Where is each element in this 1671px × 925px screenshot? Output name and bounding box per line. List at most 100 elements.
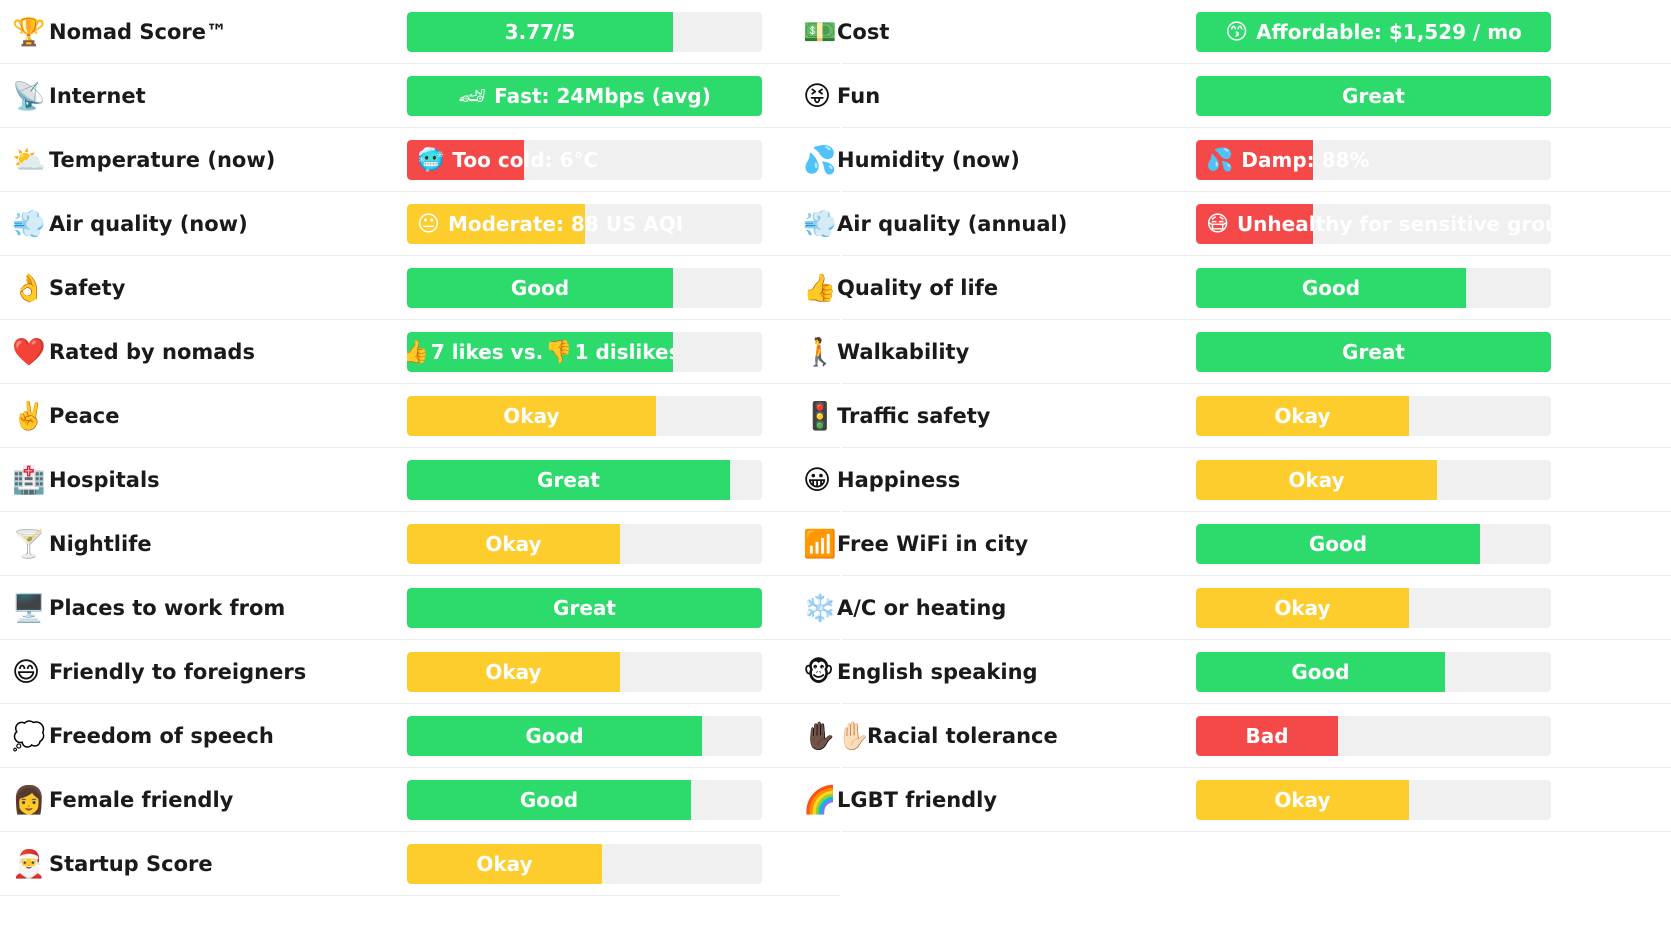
value-text: Good (510, 276, 570, 300)
score-bar[interactable]: Good (407, 716, 762, 756)
score-bar[interactable]: Good (1196, 524, 1551, 564)
value-text: Okay (1288, 468, 1345, 492)
score-bar[interactable]: Okay (407, 652, 762, 692)
score-row-startup-score[interactable]: 🎅 Startup Score Okay (0, 832, 840, 896)
value-emoji-icon: 😐 (417, 211, 440, 237)
score-row-racial-tolerance[interactable]: ✋🏿✋🏻 Racial tolerance Bad (803, 704, 1671, 768)
score-bar[interactable]: Okay (407, 844, 762, 884)
score-bar-fill (407, 524, 620, 564)
score-bar[interactable]: Good (1196, 652, 1551, 692)
score-row-freedom-of-speech[interactable]: 💭 Freedom of speech Good (0, 704, 840, 768)
score-row-happiness[interactable]: 😀 Happiness Okay (803, 448, 1671, 512)
score-bar-value: Okay (1196, 588, 1409, 628)
score-bar-value: Okay (1196, 780, 1409, 820)
score-row-traffic-safety[interactable]: 🚦 Traffic safety Okay (803, 384, 1671, 448)
row-label: A/C or heating (837, 596, 1007, 620)
person-walking-icon: 🚶 (803, 336, 837, 368)
score-bar[interactable]: Okay (1196, 460, 1551, 500)
value-text: Moderate: 88 US AQI (447, 212, 684, 236)
score-bar-value: 😐 Moderate: 88 US AQI (407, 204, 762, 244)
score-row-internet[interactable]: 📡 Internet 🏎 Fast: 24Mbps (avg) (0, 64, 840, 128)
score-row-temperature-now[interactable]: ⛅ Temperature (now) 🥶 Too cold: 6°C (0, 128, 840, 192)
value-text: Good (525, 724, 584, 748)
score-bar-value: Okay (407, 652, 620, 692)
score-row-fun[interactable]: 😝 Fun Great (803, 64, 1671, 128)
score-bar-value: Okay (407, 524, 620, 564)
score-bar[interactable]: 3.77/5 (407, 12, 762, 52)
value-text: Okay (485, 532, 542, 556)
value-text: Great (537, 468, 600, 492)
value-emoji-icon: 🏎 (458, 83, 487, 109)
score-row-nightlife[interactable]: 🍸 Nightlife Okay (0, 512, 840, 576)
score-row-air-quality-now[interactable]: 💨 Air quality (now) 😐 Moderate: 88 US AQI (0, 192, 840, 256)
score-row-female-friendly[interactable]: 👩 Female friendly Good (0, 768, 840, 832)
score-bar[interactable]: Okay (1196, 588, 1551, 628)
score-row-free-wifi-in-city[interactable]: 📶 Free WiFi in city Good (803, 512, 1671, 576)
value-text: Good (519, 788, 579, 812)
score-bar[interactable]: 🏎 Fast: 24Mbps (avg) (407, 76, 762, 116)
dollar-banknote-icon: 💵 (803, 16, 837, 48)
score-bar[interactable]: 🥶 Too cold: 6°C (407, 140, 762, 180)
value-text: Okay (1274, 596, 1331, 620)
score-bar-value: Great (1196, 76, 1551, 116)
score-bar-value: 😙 Affordable: $1,529 / mo (1196, 12, 1551, 52)
score-row-air-quality-annual[interactable]: 💨 Air quality (annual) 😷 Unhealthy for sens… (803, 192, 1671, 256)
thumbs-down-icon: 👎 (545, 339, 573, 365)
score-bar[interactable]: 😐 Moderate: 88 US AQI (407, 204, 762, 244)
score-row-places-to-work-from[interactable]: 🖥️ Places to work from Great (0, 576, 840, 640)
score-row-lgbt-friendly[interactable]: 🌈 LGBT friendly Okay (803, 768, 1671, 832)
row-label: Places to work from (49, 596, 286, 620)
value-text: Too cold: 6°C (452, 148, 599, 172)
score-bar[interactable]: Great (1196, 332, 1551, 372)
score-row-peace[interactable]: ✌️ Peace Okay (0, 384, 840, 448)
score-row-english-speaking[interactable]: 🐵 English speaking Good (803, 640, 1671, 704)
score-row-quality-of-life[interactable]: 👍 Quality of life Good (803, 256, 1671, 320)
score-bar[interactable]: Bad (1196, 716, 1551, 756)
score-bar[interactable]: 💦 Damp: 88% (1196, 140, 1551, 180)
score-bar[interactable]: 😙 Affordable: $1,529 / mo (1196, 12, 1551, 52)
score-bar[interactable]: Great (407, 460, 762, 500)
row-label: Peace (49, 404, 120, 428)
speech-bubble-icon: 💭 (12, 720, 46, 752)
score-row-nomad-score[interactable]: 🏆 Nomad Score™ 3.77/5 (0, 0, 840, 64)
trophy-icon: 🏆 (12, 16, 46, 48)
value-text: Okay (503, 404, 560, 428)
score-bar-fill (1196, 716, 1338, 756)
score-row-walkability[interactable]: 🚶 Walkability Great (803, 320, 1671, 384)
score-bar[interactable]: 😷 Unhealthy for sensitive groups (1196, 204, 1551, 244)
score-row-safety[interactable]: 👌 Safety Good (0, 256, 840, 320)
thumbs-up-icon: 👍 (803, 272, 837, 304)
value-text: Great (553, 596, 616, 620)
score-bar[interactable]: Okay (1196, 780, 1551, 820)
score-row-friendly-to-foreigners[interactable]: 😄 Friendly to foreigners Okay (0, 640, 840, 704)
score-bar[interactable]: Good (1196, 268, 1551, 308)
score-row-humidity-now[interactable]: 💦 Humidity (now) 💦 Damp: 88% (803, 128, 1671, 192)
score-bar-fill (1196, 524, 1480, 564)
score-bar-fill (407, 716, 702, 756)
score-bar[interactable]: Okay (1196, 396, 1551, 436)
score-bar-fill (407, 396, 656, 436)
score-bar-value: Good (407, 716, 702, 756)
score-bar-value: Great (407, 588, 762, 628)
row-label: Air quality (now) (49, 212, 248, 236)
score-bar[interactable]: Okay (407, 524, 762, 564)
score-bar[interactable]: Okay (407, 396, 762, 436)
ok-hand-icon: 👌 (12, 272, 46, 304)
row-label: Startup Score (49, 852, 213, 876)
row-label: Happiness (837, 468, 961, 492)
score-bar[interactable]: Good (407, 780, 762, 820)
score-bar[interactable]: 👍 7 likes vs. 👎 1 dislikes (407, 332, 762, 372)
score-bar[interactable]: Good (407, 268, 762, 308)
score-bar[interactable]: Great (407, 588, 762, 628)
score-bar[interactable]: Great (1196, 76, 1551, 116)
row-label: Cost (837, 20, 890, 44)
score-bar-fill (1196, 396, 1409, 436)
value-text: Damp: 88% (1241, 148, 1370, 172)
score-row-cost[interactable]: 💵 Cost 😙 Affordable: $1,529 / mo (803, 0, 1671, 64)
score-row-a-c-or-heating[interactable]: ❄️ A/C or heating Okay (803, 576, 1671, 640)
score-bar-fill (1196, 460, 1437, 500)
score-bar-value: Bad (1196, 716, 1338, 756)
sun-behind-cloud-icon: ⛅ (12, 144, 46, 176)
score-row-hospitals[interactable]: 🏥 Hospitals Great (0, 448, 840, 512)
score-row-rated-by-nomads[interactable]: ❤️ Rated by nomads 👍 7 likes vs. 👎 1 dislike… (0, 320, 840, 384)
